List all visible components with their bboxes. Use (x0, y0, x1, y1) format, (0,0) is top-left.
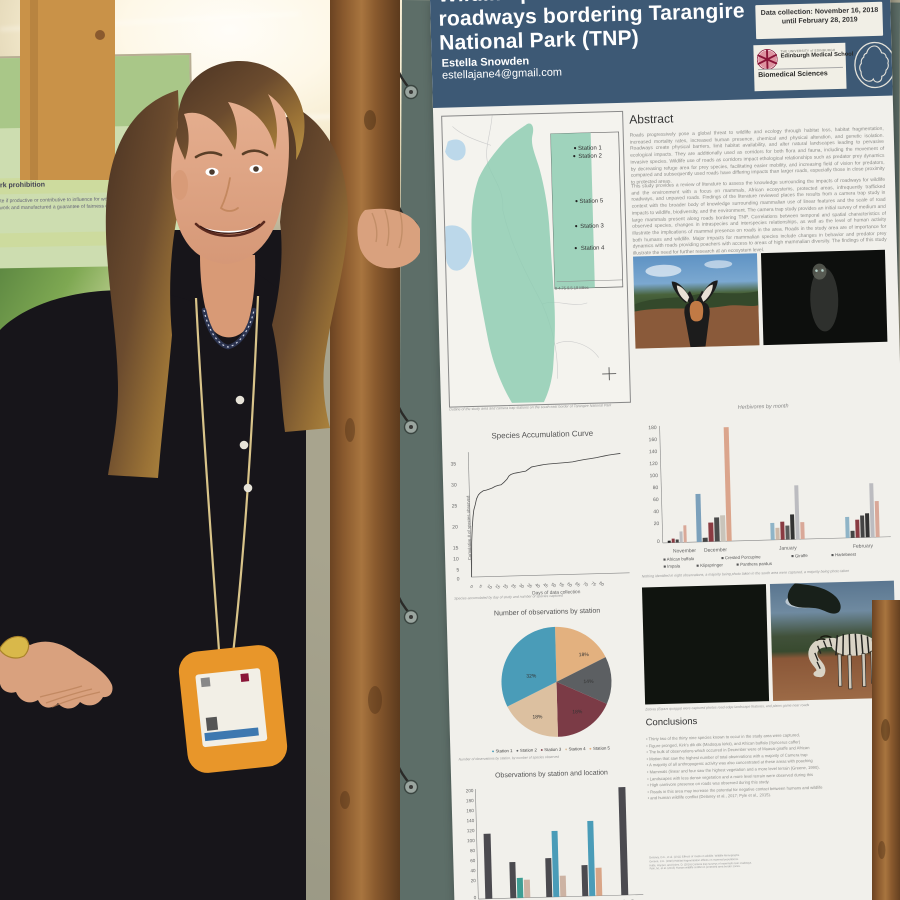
svg-text:40: 40 (653, 509, 659, 515)
svg-text:■ Hartebeest: ■ Hartebeest (831, 552, 857, 558)
svg-text:25: 25 (510, 583, 517, 590)
svg-text:10: 10 (453, 556, 459, 562)
svg-text:20: 20 (452, 524, 458, 530)
svg-text:60: 60 (653, 497, 659, 503)
svg-text:65: 65 (574, 581, 581, 588)
svg-text:Station 5: Station 5 (579, 198, 604, 205)
svg-text:35: 35 (450, 461, 456, 467)
svg-text:0: 0 (469, 584, 474, 590)
svg-text:20: 20 (471, 878, 477, 883)
svg-text:30: 30 (518, 582, 525, 589)
svg-text:Station 1: Station 1 (578, 145, 603, 152)
svg-text:32%: 32% (526, 673, 537, 679)
svg-text:■ Crested Porcupine: ■ Crested Porcupine (721, 554, 761, 560)
svg-text:40: 40 (470, 868, 476, 873)
svg-text:25: 25 (452, 503, 458, 509)
svg-text:80: 80 (470, 848, 476, 853)
svg-text:15: 15 (494, 583, 501, 590)
svg-text:30: 30 (451, 482, 457, 488)
svg-text:120: 120 (467, 828, 475, 833)
svg-text:December: December (704, 547, 728, 554)
svg-text:Station 3: Station 3 (580, 223, 605, 230)
svg-text:■ Impala: ■ Impala (663, 563, 680, 568)
svg-text:60: 60 (566, 581, 573, 588)
svg-text:70: 70 (582, 581, 589, 588)
svg-text:10: 10 (486, 583, 493, 590)
svg-text:100: 100 (650, 473, 659, 479)
svg-text:100: 100 (467, 838, 475, 843)
svg-text:160: 160 (649, 437, 658, 443)
svg-text:November: November (673, 548, 697, 555)
svg-text:January: January (779, 545, 797, 551)
svg-text:50: 50 (550, 582, 557, 589)
svg-text:20: 20 (502, 583, 509, 590)
svg-text:45: 45 (542, 582, 549, 589)
svg-text:180: 180 (648, 425, 657, 431)
svg-text:80: 80 (598, 580, 605, 587)
svg-text:February: February (853, 543, 874, 550)
svg-text:40: 40 (534, 582, 541, 589)
svg-text:Cumulative # of species observ: Cumulative # of species observed (465, 495, 472, 560)
svg-text:180: 180 (466, 798, 474, 803)
svg-text:■ Giraffe: ■ Giraffe (791, 553, 808, 558)
svg-text:0: 0 (474, 895, 477, 900)
svg-text:■ Panthera pardus: ■ Panthera pardus (736, 561, 772, 567)
svg-text:■ African buffalo: ■ African buffalo (663, 556, 695, 562)
svg-text:55: 55 (558, 581, 565, 588)
svg-text:18%: 18% (572, 709, 583, 715)
svg-text:35: 35 (526, 582, 533, 589)
svg-text:200: 200 (466, 788, 474, 793)
svg-text:5: 5 (456, 567, 459, 573)
svg-text:■ Klipspringer: ■ Klipspringer (696, 562, 723, 568)
svg-text:20: 20 (654, 521, 660, 527)
svg-text:0: 0 (457, 576, 460, 582)
svg-text:60: 60 (470, 858, 476, 863)
svg-text:Station 4: Station 4 (581, 245, 606, 252)
svg-text:140: 140 (466, 818, 474, 823)
svg-text:120: 120 (649, 461, 658, 467)
svg-text:18%: 18% (579, 652, 590, 658)
svg-text:15: 15 (453, 545, 459, 551)
svg-text:140: 140 (649, 449, 658, 455)
svg-text:160: 160 (466, 808, 474, 813)
svg-text:5: 5 (478, 584, 483, 590)
svg-text:Station 2: Station 2 (578, 153, 603, 160)
svg-text:18%: 18% (532, 714, 543, 720)
svg-text:75: 75 (590, 581, 597, 588)
svg-text:0: 0 (657, 539, 660, 545)
svg-text:80: 80 (653, 485, 659, 491)
svg-text:0 4.75 9.5 19 Miles: 0 4.75 9.5 19 Miles (555, 285, 589, 291)
svg-text:14%: 14% (583, 679, 594, 685)
